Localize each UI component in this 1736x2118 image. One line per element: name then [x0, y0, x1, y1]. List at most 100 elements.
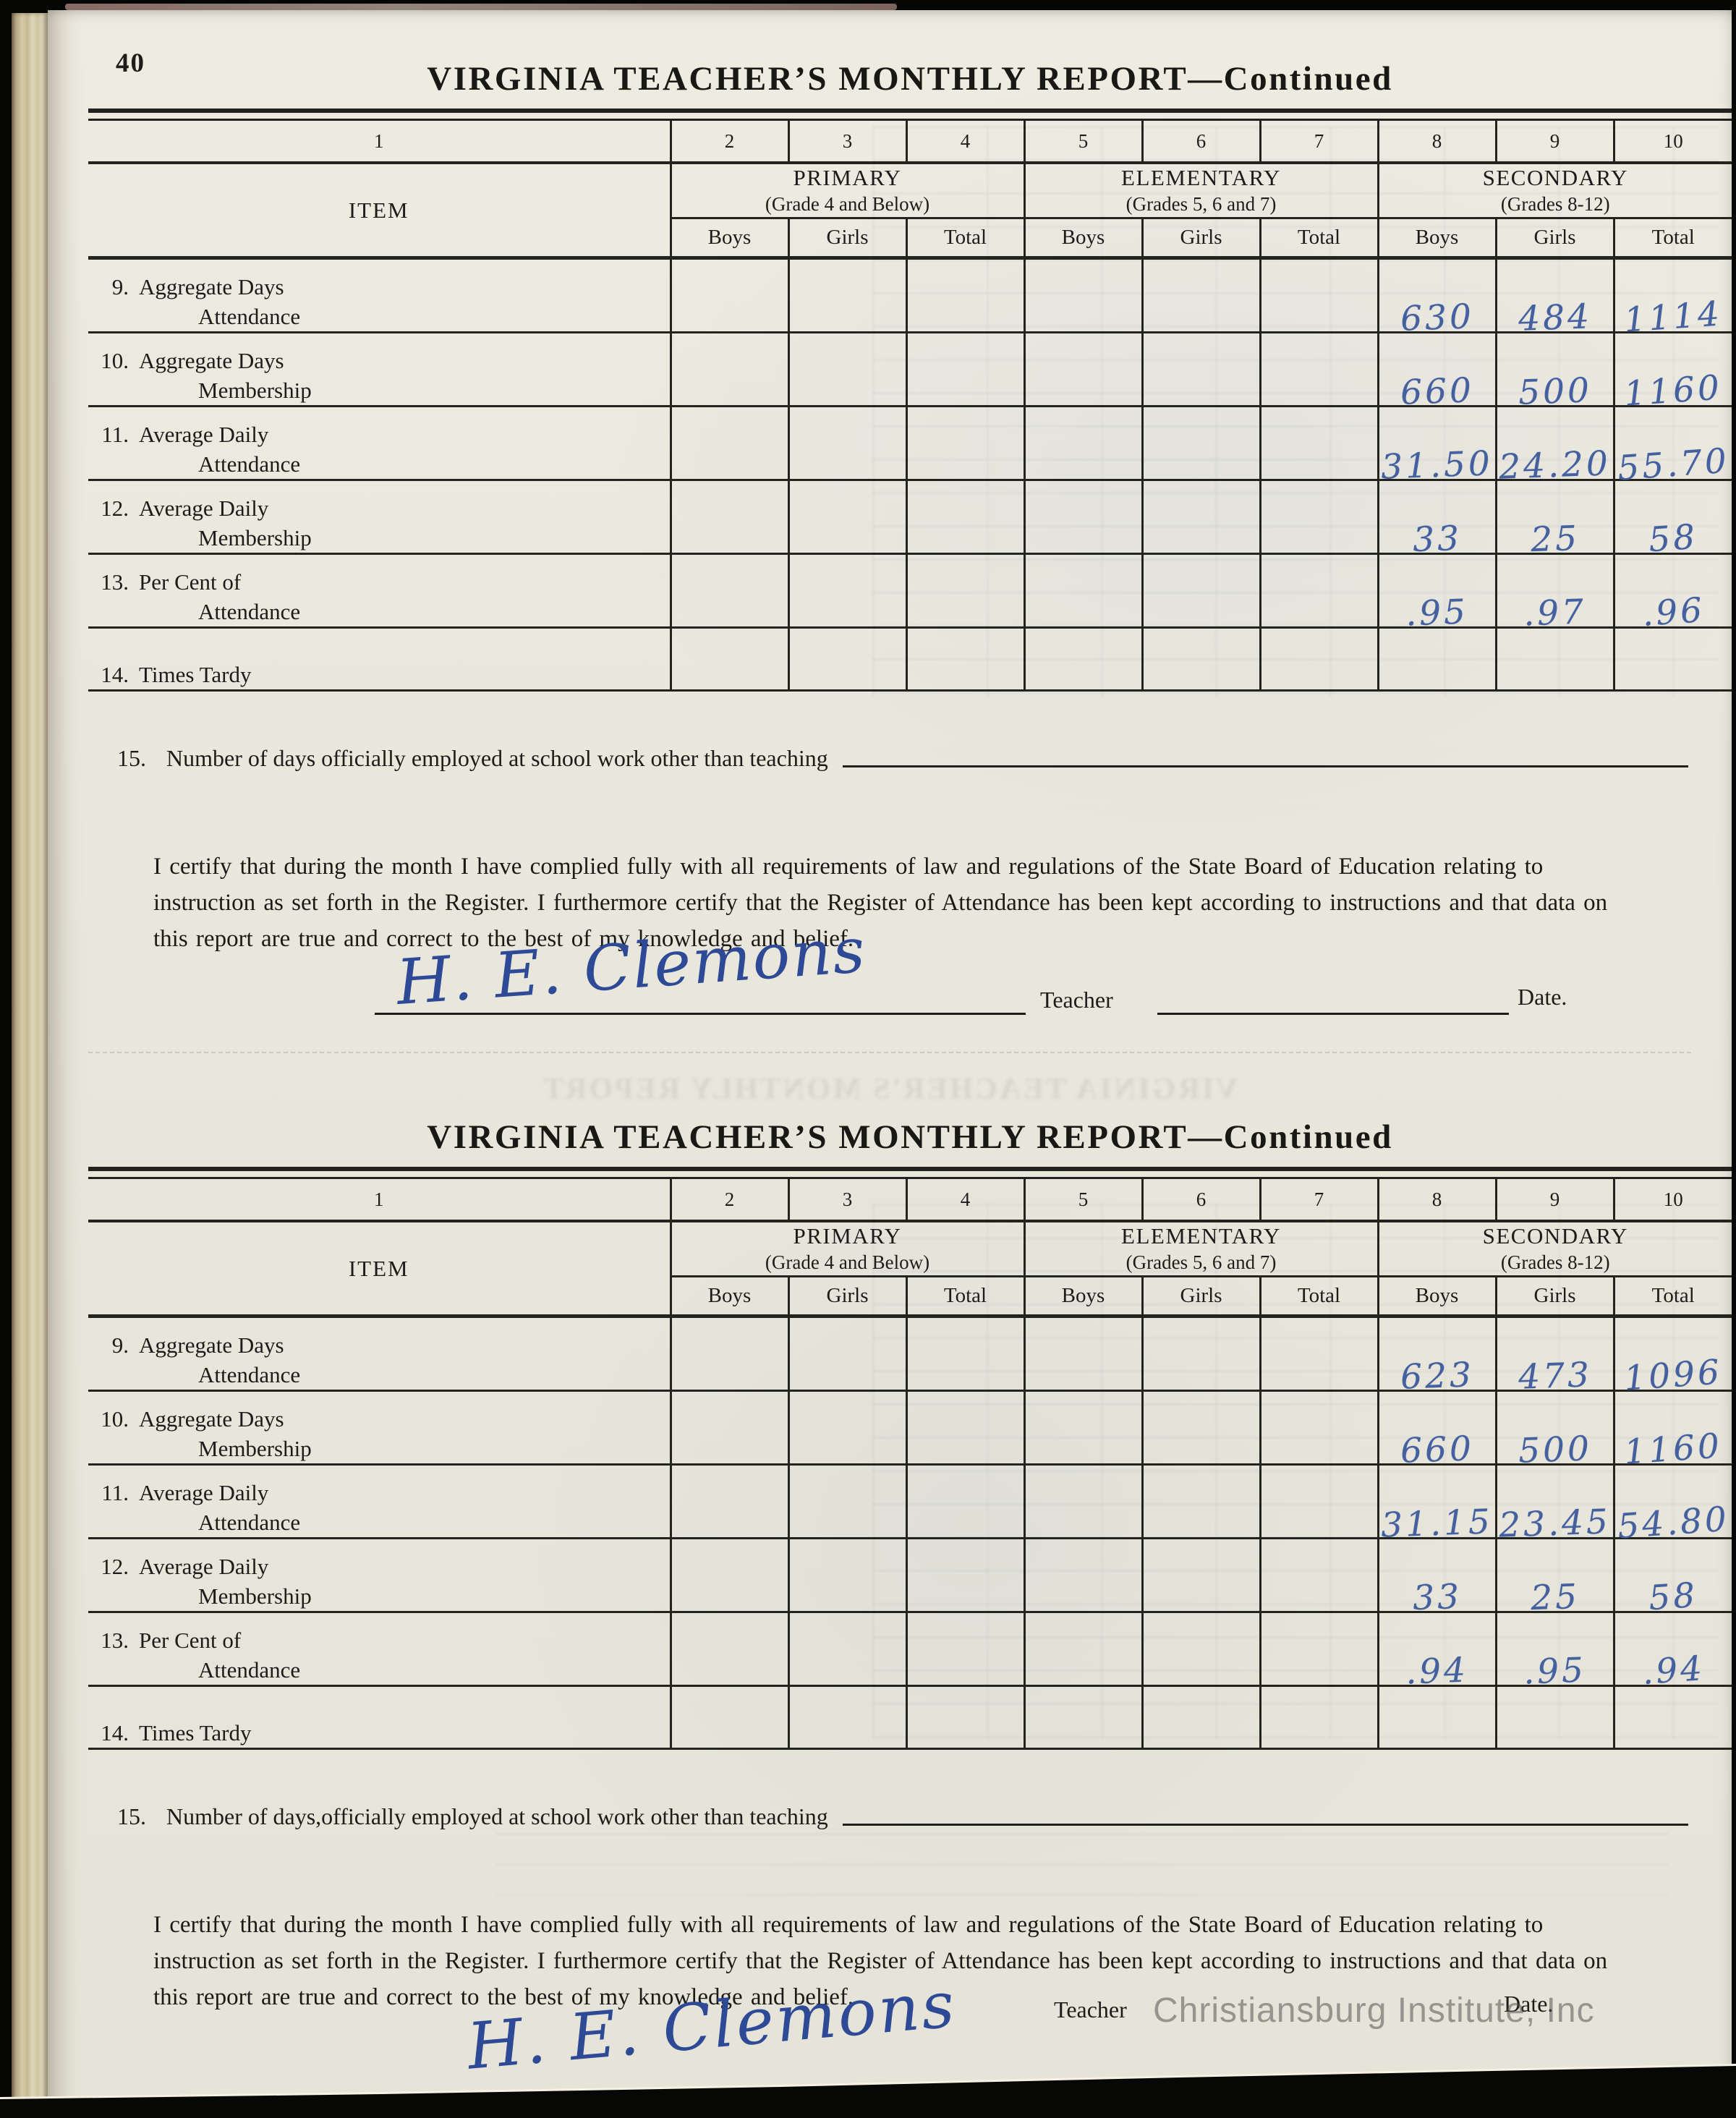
cohort-header: Girls — [1494, 218, 1614, 260]
empty-cell — [1259, 1316, 1378, 1392]
table-row: 11. Average Daily Attendance 31.15 23.45 … — [88, 1464, 1732, 1547]
cohort-header: Boys — [669, 218, 788, 260]
row-number: 14. — [101, 661, 129, 687]
group-header-primary: PRIMARY (Grade 4 and Below) — [669, 1221, 1024, 1277]
empty-cell — [1141, 1316, 1260, 1392]
empty-cell — [1612, 1685, 1732, 1750]
empty-cell — [669, 480, 788, 555]
column-number: 2 — [669, 1179, 788, 1222]
empty-cell — [1259, 1464, 1378, 1539]
group-name: SECONDARY — [1482, 1223, 1628, 1249]
certification-text: I certify that during the month I have c… — [153, 854, 1608, 953]
row-label: 10. Aggregate Days Membership — [88, 332, 671, 407]
empty-cell — [787, 480, 906, 555]
row-label: 11. Average Daily Attendance — [88, 1464, 671, 1539]
empty-cell — [1494, 1685, 1614, 1750]
item-15: 15. Number of days officially employed a… — [88, 745, 1732, 772]
empty-cell — [1377, 1685, 1496, 1750]
empty-cell — [1023, 1538, 1142, 1613]
empty-cell — [787, 1316, 906, 1392]
empty-cell — [787, 1390, 906, 1466]
value-cell: 23.45 — [1494, 1464, 1614, 1546]
row-label-line2: Attendance — [198, 1361, 301, 1387]
column-number: 8 — [1377, 121, 1496, 164]
column-number: 10 — [1612, 1179, 1732, 1222]
empty-cell — [787, 553, 906, 629]
column-number: 6 — [1141, 1179, 1260, 1222]
teacher-signature-line — [375, 1013, 1026, 1016]
empty-cell — [1259, 406, 1378, 481]
group-header-primary: PRIMARY (Grade 4 and Below) — [669, 163, 1024, 219]
row-label-line1: 10. Aggregate Days — [88, 346, 670, 375]
item-15-blank-line — [842, 1824, 1688, 1826]
group-header-secondary: SECONDARY (Grades 8-12) — [1377, 163, 1732, 219]
value-cell: 24.20 — [1494, 406, 1614, 488]
book-page-edges — [12, 13, 48, 2108]
empty-cell — [787, 258, 906, 333]
value-cell: 484 — [1494, 258, 1614, 339]
row-number: 9. — [111, 274, 129, 300]
column-number-row: 1 2 3 4 5 6 7 8 9 10 — [88, 1179, 1732, 1222]
value-cell: 1160 — [1612, 1390, 1732, 1473]
row-label-line2: Attendance — [198, 598, 301, 624]
empty-cell — [1023, 553, 1142, 629]
empty-cell — [787, 1685, 906, 1750]
empty-cell — [669, 258, 788, 333]
empty-cell — [905, 1685, 1024, 1750]
cohort-header: Boys — [1023, 218, 1142, 260]
value-cell: 500 — [1494, 1390, 1614, 1471]
row-number: 12. — [101, 1554, 129, 1580]
column-number: 1 — [88, 121, 671, 164]
adjacent-page-edge — [65, 4, 897, 10]
empty-cell — [905, 1538, 1024, 1613]
attendance-table: 1 2 3 4 5 6 7 8 9 10 ITEM PRIMARY (Grade… — [88, 121, 1732, 692]
empty-cell — [1023, 1612, 1142, 1687]
empty-cell — [1141, 553, 1260, 629]
row-label-line2: Attendance — [198, 303, 301, 329]
date-blank-line — [1157, 1013, 1509, 1016]
cohort-header: Total — [1259, 1276, 1378, 1318]
empty-cell — [1141, 1390, 1260, 1466]
column-number: 2 — [669, 121, 788, 164]
row-number: 10. — [101, 348, 129, 374]
value-cell: 25 — [1494, 480, 1614, 560]
column-number: 6 — [1141, 121, 1260, 164]
empty-cell — [1023, 332, 1142, 407]
column-number: 1 — [88, 1179, 671, 1222]
empty-cell — [1259, 1612, 1378, 1687]
empty-cell — [1141, 1538, 1260, 1613]
teacher-label: Teacher — [1054, 1996, 1127, 2023]
value-cell: 473 — [1494, 1316, 1614, 1398]
empty-cell — [1141, 406, 1260, 481]
form-title: VIRGINIA TEACHER’S MONTHLY REPORT—Contin… — [427, 1118, 1393, 1156]
cohort-header: Girls — [1141, 1276, 1260, 1318]
cohort-header: Boys — [1377, 1276, 1496, 1318]
attendance-table: 1 2 3 4 5 6 7 8 9 10 ITEM PRIMARY (Grade… — [88, 1179, 1732, 1750]
empty-cell — [1612, 627, 1732, 692]
teacher-label: Teacher — [1040, 987, 1113, 1013]
cohort-header: Girls — [787, 218, 906, 260]
value-cell: 25 — [1494, 1538, 1614, 1618]
row-label-line1: 13. Per Cent of — [88, 1626, 670, 1655]
value-cell: 630 — [1377, 258, 1496, 339]
value-cell: 33 — [1377, 1538, 1496, 1618]
empty-cell — [1259, 1685, 1378, 1750]
value-cell: .94 — [1377, 1612, 1496, 1692]
empty-cell — [1259, 258, 1378, 333]
empty-cell — [669, 1464, 788, 1539]
empty-cell — [1141, 627, 1260, 692]
cohort-header: Boys — [669, 1276, 788, 1318]
value-cell: .94 — [1612, 1612, 1732, 1693]
empty-cell — [1023, 627, 1142, 692]
table-top-rule — [88, 109, 1732, 121]
empty-cell — [787, 1464, 906, 1539]
column-number: 9 — [1494, 121, 1614, 164]
table-row: 11. Average Daily Attendance 31.50 24.20 … — [88, 406, 1732, 488]
empty-cell — [669, 553, 788, 629]
value-cell: 660 — [1377, 332, 1496, 413]
bleed-through-rule — [88, 1052, 1691, 1053]
value-cell: 500 — [1494, 332, 1614, 413]
item-15-number: 15. — [117, 745, 146, 771]
table-row: 14. Times Tardy — [88, 1685, 1732, 1750]
